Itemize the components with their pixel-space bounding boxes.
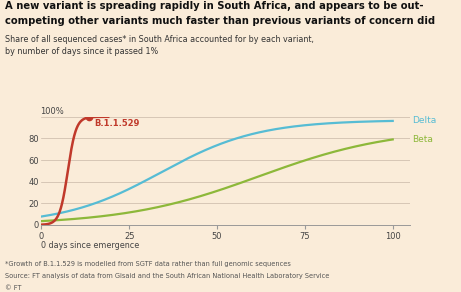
Text: competing other variants much faster than previous variants of concern did: competing other variants much faster tha… <box>5 16 435 26</box>
Text: 0 days since emergence: 0 days since emergence <box>41 241 140 250</box>
Text: A new variant is spreading rapidly in South Africa, and appears to be out-: A new variant is spreading rapidly in So… <box>5 1 423 11</box>
Text: Source: FT analysis of data from Gisaid and the South African National Health La: Source: FT analysis of data from Gisaid … <box>5 273 329 279</box>
Text: Share of all sequenced cases* in South Africa accounted for by each variant,: Share of all sequenced cases* in South A… <box>5 35 313 44</box>
Text: 100%: 100% <box>40 107 64 116</box>
Text: B.1.1.529: B.1.1.529 <box>94 119 140 128</box>
Text: by number of days since it passed 1%: by number of days since it passed 1% <box>5 47 158 56</box>
Text: *Growth of B.1.1.529 is modelled from SGTF data rather than full genomic sequenc: *Growth of B.1.1.529 is modelled from SG… <box>5 261 290 267</box>
Text: © FT: © FT <box>5 285 21 291</box>
Text: Beta: Beta <box>413 135 433 144</box>
Text: Delta: Delta <box>413 117 437 126</box>
